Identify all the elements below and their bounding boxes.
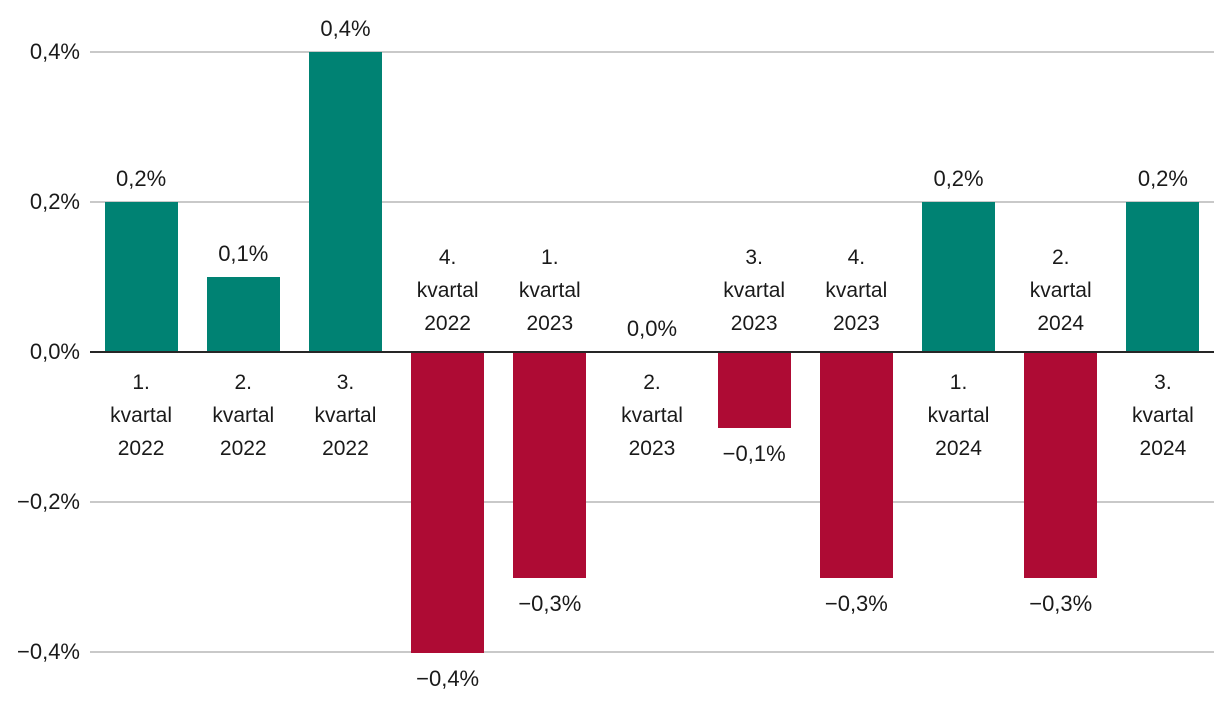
bar-1-kvartal-2023[interactable] <box>513 353 587 578</box>
x-axis-category-label-line: kvartal <box>110 404 173 427</box>
bar-4-kvartal-2023[interactable] <box>819 353 893 578</box>
y-axis-tick-label: 0,4% <box>29 39 80 64</box>
x-axis-category-label-line: kvartal <box>314 404 377 427</box>
x-axis-category-label: 3. kvartal 2022 <box>294 366 396 465</box>
x-axis-category-label-line: 1. <box>541 246 559 269</box>
x-axis-category-label: 1. kvartal 2024 <box>907 366 1009 465</box>
x-axis-category-label-line: 2022 <box>322 437 369 460</box>
x-axis-category-label: 1. kvartal 2023 <box>499 241 601 340</box>
x-axis-line <box>90 351 1214 353</box>
bar-value-label: −0,4% <box>416 666 480 691</box>
x-axis-category-label-line: kvartal <box>518 279 581 302</box>
x-axis-category-label-line: 1. <box>949 371 968 394</box>
x-axis-category-label-line: 2023 <box>628 437 676 460</box>
x-axis-category-label-line: 3. <box>745 246 763 269</box>
x-axis-category-label: 4. kvartal 2023 <box>805 241 907 340</box>
x-axis-category-label: 2. kvartal 2024 <box>1010 241 1112 340</box>
bar-2-kvartal-2022[interactable] <box>206 277 280 352</box>
x-axis-category-label-line: 2024 <box>1139 437 1187 460</box>
x-axis-category-label-line: 1. <box>132 371 150 394</box>
x-axis-category-label-line: kvartal <box>825 279 888 302</box>
x-axis-category-label-line: kvartal <box>927 404 990 427</box>
x-axis-category-label-line: kvartal <box>1029 279 1092 302</box>
y-axis-tick-label: −0,4% <box>17 639 80 664</box>
x-axis-category-label-line: 2. <box>234 371 253 394</box>
x-axis-category-label-line: 4. <box>847 246 866 269</box>
bar-2-kvartal-2024[interactable] <box>1024 353 1098 578</box>
bar-value-label: −0,3% <box>824 591 888 616</box>
x-axis-category-label: 1. kvartal 2022 <box>90 366 192 465</box>
bar-3-kvartal-2022[interactable] <box>308 52 382 352</box>
x-axis-category-label: 3. kvartal 2024 <box>1112 366 1214 465</box>
x-axis-category-label-line: 4. <box>438 246 457 269</box>
x-axis-category-label-line: 2022 <box>117 437 165 460</box>
y-axis-tick-label: 0,2% <box>29 189 80 214</box>
x-axis-category-label-line: 2. <box>643 371 661 394</box>
x-axis-category-label-line: 2022 <box>424 312 471 335</box>
bar-value-label: 0,1% <box>218 241 269 266</box>
y-axis-tick-label: −0,2% <box>17 489 80 514</box>
x-axis-category-label-line: 3. <box>1154 371 1172 394</box>
gridline <box>90 651 1214 653</box>
x-axis-category-label: 2. kvartal 2022 <box>192 366 294 465</box>
x-axis-category-label: 2. kvartal 2023 <box>601 366 703 465</box>
x-axis-category-label-line: 2. <box>1051 246 1070 269</box>
x-axis-category-label-line: 2024 <box>1037 312 1085 335</box>
gridline <box>90 501 1214 503</box>
bar-1-kvartal-2022[interactable] <box>104 202 178 352</box>
gridline <box>90 51 1214 53</box>
bar-value-label: 0,2% <box>933 166 984 191</box>
x-axis-category-label-line: 2022 <box>219 437 267 460</box>
x-axis-category-label-line: kvartal <box>1131 404 1194 427</box>
bar-value-label: −0,3% <box>1029 591 1093 616</box>
bar-1-kvartal-2024[interactable] <box>922 202 996 352</box>
bar-value-label: −0,3% <box>518 591 582 616</box>
x-axis-category-label-line: kvartal <box>212 404 275 427</box>
x-axis-category-label-line: 2023 <box>526 312 574 335</box>
x-axis-category-label-line: kvartal <box>621 404 683 427</box>
bar-value-label: 0,0% <box>626 316 678 341</box>
bar-3-kvartal-2023[interactable] <box>717 353 791 428</box>
x-axis-category-label-line: 2023 <box>832 312 880 335</box>
x-axis-category-label: 4. kvartal 2022 <box>397 241 499 340</box>
bar-3-kvartal-2024[interactable] <box>1126 202 1200 352</box>
bar-value-label: 0,2% <box>1137 166 1188 191</box>
x-axis-category-label-line: kvartal <box>723 279 786 302</box>
x-axis-category-label: 3. kvartal 2023 <box>703 241 805 340</box>
x-axis-category-label-line: kvartal <box>416 279 479 302</box>
bar-value-label: 0,4% <box>320 16 371 41</box>
x-axis-category-label-line: 2023 <box>730 312 778 335</box>
x-axis-category-label-line: 2024 <box>935 437 982 460</box>
bar-value-label: −0,1% <box>722 441 786 466</box>
y-axis-tick-label: 0,0% <box>29 339 80 364</box>
bar-value-label: 0,2% <box>116 166 167 191</box>
x-axis-category-label-line: 3. <box>336 371 355 394</box>
bar-4-kvartal-2022[interactable] <box>411 353 485 653</box>
gridline <box>90 201 1214 203</box>
